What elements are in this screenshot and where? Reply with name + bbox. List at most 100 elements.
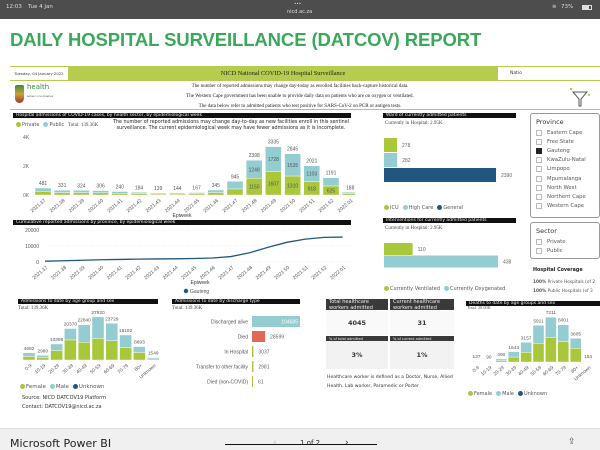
- segment-label: 1728: [268, 157, 279, 163]
- report-title: DAILY HOSPITAL SURVEILLANCE (DATCOV) REP…: [10, 29, 482, 50]
- slicer-option-north-west[interactable]: North West: [531, 183, 599, 192]
- x-tick-label: 2021.51: [298, 198, 316, 214]
- bar-segment: [119, 347, 132, 361]
- bar-segment: [520, 352, 532, 363]
- x-tick-label: 2021.47: [218, 265, 236, 281]
- checkbox[interactable]: [536, 129, 542, 136]
- checkbox[interactable]: [536, 147, 542, 154]
- url-label[interactable]: nicd.ac.za: [287, 9, 313, 15]
- checkbox[interactable]: [536, 238, 542, 245]
- bar-segment: [54, 192, 71, 196]
- slicer-option-public[interactable]: Public: [531, 246, 599, 255]
- value-label: 2390: [501, 173, 512, 179]
- legend-male: Male: [55, 384, 69, 390]
- slicer-title: Sector: [536, 227, 557, 235]
- value-label: 104685: [281, 320, 298, 326]
- note-line: The Western Cape government has been una…: [186, 94, 414, 99]
- clear-filters-button[interactable]: [568, 86, 592, 108]
- powerbi-footer: Microsoft Power BI ‹ 1 of 2 › ⇪: [0, 428, 600, 450]
- segment-label: 1607: [268, 181, 279, 187]
- x-tick-label: 20-29: [492, 365, 506, 378]
- total-label: 5911: [533, 318, 544, 324]
- option-label: North West: [547, 184, 577, 191]
- value-label: 110: [418, 247, 426, 253]
- legend-gauteng: Gauteng: [190, 289, 209, 295]
- x-tick-label: 2021.38: [50, 265, 68, 281]
- checkbox[interactable]: [536, 138, 542, 145]
- checkbox[interactable]: [536, 166, 542, 173]
- checkbox[interactable]: [536, 203, 542, 210]
- total-label: 139: [154, 186, 163, 192]
- x-tick-label: 2021.45: [180, 265, 198, 281]
- bar-segment: [149, 192, 167, 195]
- checkbox[interactable]: [536, 247, 542, 254]
- x-axis-label: Epiweek: [191, 280, 210, 286]
- legend-unknown: Unknown: [78, 384, 105, 390]
- x-tick-label: 2021.44: [162, 265, 180, 281]
- bar-segment: [34, 191, 52, 196]
- slicer-option-kwazulu-natal[interactable]: KwaZulu-Natal: [531, 156, 599, 165]
- bar-segment: [130, 192, 148, 194]
- page-indicator: 1 of 2: [300, 439, 321, 447]
- province-slicer: Province Eastern Cape Free State Gauteng Kw…: [530, 113, 600, 218]
- bar-segment: [73, 190, 90, 193]
- tab-dots[interactable]: •••: [294, 1, 302, 6]
- total-label: 2980: [37, 348, 48, 354]
- next-page-button[interactable]: ›: [345, 438, 349, 448]
- logo-text: health: [27, 83, 50, 91]
- slicer-option-gauteng[interactable]: Gauteng: [531, 146, 599, 155]
- total-label: 184: [135, 185, 144, 191]
- bar-segment: [22, 352, 36, 357]
- y-tick-label: 10000: [25, 244, 39, 250]
- checkbox[interactable]: [536, 193, 542, 200]
- chart-title: Admissions to date by age group and sex: [18, 299, 158, 304]
- bar-icu: [384, 138, 398, 152]
- slicer-option-northern-cape[interactable]: Northern Cape: [531, 192, 599, 201]
- value-label: 278: [402, 143, 411, 149]
- coverage-pct: 100%: [533, 289, 547, 294]
- segment-label: 1248: [249, 167, 260, 173]
- x-tick-label: 2021.37: [32, 265, 50, 281]
- total-label: 27920: [91, 310, 105, 316]
- slicer-option-limpopo[interactable]: Limpopo: [531, 165, 599, 174]
- bar-segment: [78, 324, 91, 343]
- contact-text[interactable]: Contact: DATCOV19@nicd.ac.za: [22, 404, 102, 410]
- segment-label: 1103: [306, 172, 317, 178]
- total-label: 6001: [558, 318, 569, 324]
- bar-segment: [303, 165, 320, 182]
- bar-segment: [520, 342, 532, 353]
- bar-segment: [557, 324, 570, 342]
- hcw-pct-current: 1%: [390, 341, 454, 369]
- prev-page-button[interactable]: ‹: [273, 438, 277, 448]
- total-label: 3157: [521, 335, 532, 341]
- x-tick-label: 0-9: [24, 363, 33, 372]
- sector-slicer: Sector Private Public: [530, 222, 600, 259]
- x-tick-label: 2021.46: [199, 265, 217, 281]
- legend-oxygenated: Currently Oxygenated: [450, 286, 506, 292]
- total-label: 22840: [78, 318, 92, 324]
- slicer-option-private[interactable]: Private: [531, 237, 599, 246]
- slicer-option-eastern-cape[interactable]: Eastern Cape: [531, 128, 599, 137]
- total-label: 8693: [134, 340, 145, 346]
- legend-female: Female: [26, 384, 46, 390]
- slicer-option-mpumalanga[interactable]: Mpumalanga: [531, 174, 599, 183]
- legend-dot: [183, 288, 189, 294]
- share-icon[interactable]: ⇪: [568, 437, 576, 447]
- national-tab[interactable]: Natio: [510, 71, 522, 76]
- x-tick-label: 50-59: [530, 365, 544, 378]
- slicer-option-western-cape[interactable]: Western Cape: [531, 202, 599, 211]
- checkbox[interactable]: [536, 184, 542, 191]
- slicer-option-free-state[interactable]: Free State: [531, 137, 599, 146]
- x-tick-label: 2021.41: [106, 198, 124, 214]
- total-label: 481: [39, 181, 48, 187]
- bar-segment: [105, 340, 119, 361]
- x-tick-label: 2021.52: [311, 265, 329, 281]
- checkbox[interactable]: [536, 157, 542, 164]
- admissions-age-sex-chart: 4692 0-9 2980 10-19 10398 20-29 20370 30-39 2284…: [22, 310, 160, 380]
- x-tick-label: 2021.41: [106, 265, 124, 281]
- wifi-icon: ≋: [552, 4, 557, 10]
- hcw-header: % of current admitted: [390, 336, 454, 341]
- bar-segment: [36, 357, 49, 361]
- checkbox[interactable]: [536, 175, 542, 182]
- total-label: 154: [584, 354, 592, 360]
